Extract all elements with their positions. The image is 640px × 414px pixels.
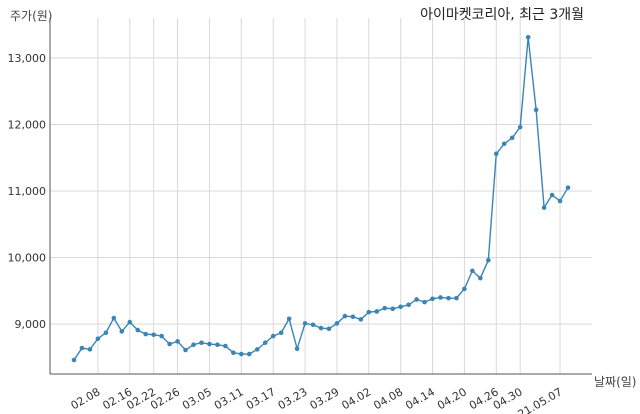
data-point [127, 319, 133, 325]
x-tick-label: 03.17 [244, 385, 278, 412]
data-point [414, 297, 419, 302]
data-point [430, 296, 435, 302]
data-point [278, 330, 284, 336]
series-line-group [73, 36, 569, 361]
data-point [533, 107, 539, 113]
data-point [406, 302, 411, 308]
x-tick-labels: 02.0802.1602.2202.2603.0503.1103.1703.23… [69, 385, 565, 414]
data-point [478, 275, 483, 281]
data-points [71, 34, 571, 363]
data-point [199, 340, 204, 346]
x-tick-label: 04.20 [435, 385, 469, 412]
data-point [517, 124, 523, 130]
data-point [95, 336, 101, 342]
data-point [374, 309, 380, 314]
data-point [223, 343, 228, 349]
data-point [246, 351, 252, 357]
data-point [454, 295, 459, 301]
data-point [151, 332, 156, 338]
x-tick-label: 04.02 [340, 385, 374, 412]
data-point [175, 339, 180, 344]
data-point [565, 185, 571, 190]
data-point [493, 151, 499, 157]
data-point [541, 205, 547, 210]
data-point [366, 309, 372, 315]
x-tick-label: 03.05 [180, 385, 214, 412]
data-point [191, 342, 196, 348]
data-point [135, 327, 141, 333]
y-tick-label: 11,000 [8, 185, 47, 198]
data-point [159, 333, 164, 339]
x-tick-label: 04.08 [371, 385, 405, 412]
x-tick-label: 03.23 [276, 385, 310, 412]
data-point [486, 257, 491, 263]
y-tick-label: 9,000 [15, 318, 47, 331]
axes [49, 18, 592, 375]
data-point [462, 286, 467, 292]
data-point [446, 295, 451, 301]
data-point [207, 341, 212, 347]
x-tick-label: 03.29 [308, 385, 342, 412]
data-point [398, 304, 403, 310]
data-point [231, 350, 236, 356]
data-point [358, 317, 364, 322]
data-point [302, 321, 308, 326]
grid [50, 18, 592, 374]
data-point [270, 333, 276, 339]
data-point [310, 322, 316, 328]
data-point [294, 346, 300, 352]
y-tick-labels: 9,000 10,000 11,000 12,000 13,000 [8, 52, 47, 331]
data-point [525, 34, 531, 40]
data-point [143, 331, 149, 337]
data-point [262, 340, 268, 346]
data-point [470, 268, 475, 274]
data-point [286, 316, 292, 322]
data-point [87, 347, 93, 352]
y-axis-label: 주가(원) [10, 9, 53, 23]
series-line [73, 36, 569, 361]
data-point [167, 341, 172, 347]
data-point [390, 306, 396, 312]
data-point [326, 326, 332, 332]
chart-title: 아이마켓코리아, 최근 3개월 [420, 7, 584, 23]
data-point [318, 325, 324, 331]
data-point [557, 198, 563, 204]
data-point [79, 345, 85, 351]
data-point [342, 313, 348, 319]
data-point [350, 314, 356, 320]
x-tick-label: 03.11 [212, 385, 246, 412]
data-point [382, 305, 388, 311]
data-point [549, 192, 555, 198]
data-point [183, 347, 188, 353]
data-point [111, 315, 117, 321]
data-point [103, 330, 109, 336]
data-point [509, 135, 515, 141]
x-tick-label: 04.14 [403, 385, 437, 412]
x-tick-label: 02.08 [69, 385, 103, 412]
y-tick-label: 10,000 [8, 252, 47, 265]
x-axis-label: 날짜(일) [594, 375, 637, 389]
y-tick-label: 12,000 [8, 118, 47, 131]
data-point [119, 329, 125, 334]
data-point [438, 295, 443, 300]
data-point [239, 351, 244, 357]
data-point [215, 342, 220, 348]
x-tick-label: 21.05.07 [516, 385, 565, 414]
data-point [422, 299, 427, 305]
data-point [501, 141, 507, 147]
y-tick-label: 13,000 [8, 52, 47, 65]
data-point [71, 357, 77, 363]
data-point [254, 347, 260, 352]
data-point [334, 321, 340, 326]
